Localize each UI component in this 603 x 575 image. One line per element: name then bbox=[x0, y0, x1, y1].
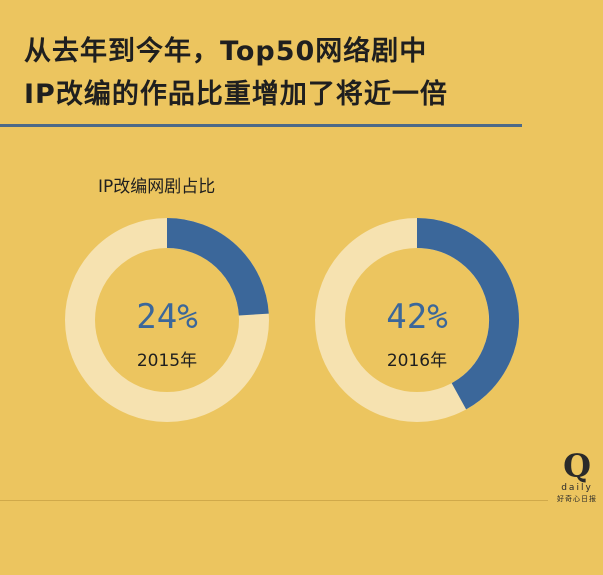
percent-label: 24% bbox=[136, 297, 197, 337]
year-label: 2015年 bbox=[137, 351, 197, 371]
donut-value-slice bbox=[416, 218, 519, 410]
percent-label: 42% bbox=[386, 297, 447, 337]
donut-1: 24% 2015年 bbox=[65, 218, 269, 422]
header-divider bbox=[0, 124, 522, 127]
logo-wordmark: daily bbox=[561, 483, 593, 493]
chart-title: IP改编网剧占比 bbox=[98, 177, 216, 197]
year-label: 2016年 bbox=[387, 351, 447, 371]
qdaily-logo: Q daily 好奇心日报 bbox=[552, 449, 602, 504]
logo-mark: Q bbox=[563, 447, 591, 485]
footer-divider bbox=[0, 500, 548, 501]
headline: 从去年到今年，Top50网络剧中 IP改编的作品比重增加了将近一倍 bbox=[24, 30, 584, 116]
headline-line-1: 从去年到今年，Top50网络剧中 bbox=[24, 36, 428, 67]
headline-line-2: IP改编的作品比重增加了将近一倍 bbox=[24, 79, 448, 110]
logo-tagline: 好奇心日报 bbox=[557, 495, 597, 503]
donut-value-slice bbox=[166, 218, 269, 317]
donut-2: 42% 2016年 bbox=[315, 218, 519, 422]
